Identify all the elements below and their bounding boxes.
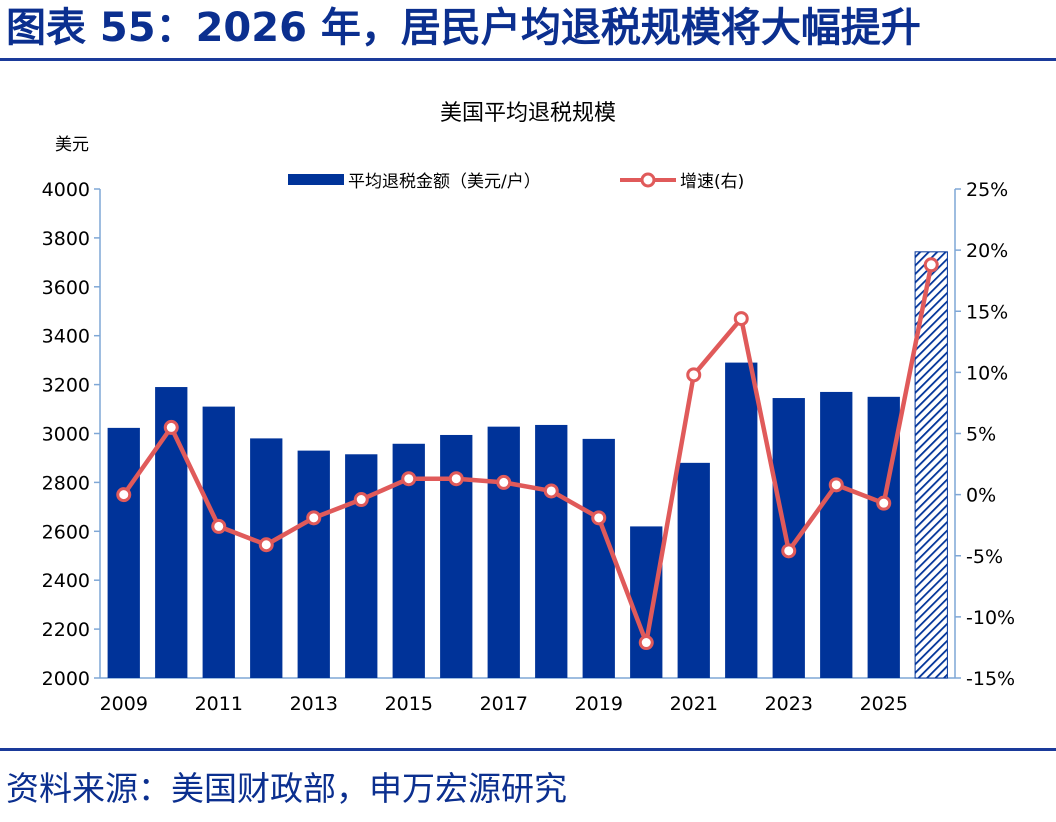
- left-axis-tick-label: 4000: [42, 179, 90, 201]
- bar: [345, 454, 378, 678]
- growth-point: [306, 510, 322, 526]
- footer-divider: [0, 748, 1056, 751]
- right-axis-tick-label: 15%: [966, 301, 1008, 323]
- left-axis-tick-label: 2000: [42, 668, 90, 690]
- x-axis-tick-label: 2009: [100, 693, 148, 715]
- legend-bar-swatch: [288, 174, 344, 185]
- title-divider: [0, 58, 1056, 61]
- left-axis-tick-label: 3000: [42, 424, 90, 446]
- bar: [677, 462, 710, 678]
- growth-point: [258, 537, 274, 553]
- x-axis-tick-label: 2021: [670, 693, 718, 715]
- left-axis-tick-label: 3400: [42, 326, 90, 348]
- bar: [725, 362, 758, 678]
- growth-point: [353, 492, 369, 508]
- bar: [202, 406, 235, 678]
- page-title: 图表 55：2026 年，居民户均退税规模将大幅提升: [6, 5, 921, 51]
- growth-point: [638, 635, 654, 651]
- x-axis-tick-label: 2019: [575, 693, 623, 715]
- chart-axes: [94, 188, 961, 679]
- growth-point: [591, 510, 607, 526]
- x-axis-tick-label: 2017: [480, 693, 528, 715]
- left-axis-tick-label: 3800: [42, 228, 90, 250]
- growth-point: [401, 471, 417, 487]
- chart-title: 美国平均退税规模: [440, 101, 616, 126]
- growth-point: [496, 474, 512, 490]
- growth-point: [116, 487, 132, 503]
- tick-labels: 2000 2200 2400 2600 2800 3000 3200 3400 3600 3800…: [42, 179, 1015, 715]
- x-axis-tick-label: 2023: [765, 693, 813, 715]
- right-axis-tick-label: 25%: [966, 179, 1008, 201]
- legend-bar-label: 平均退税金额（美元/户）: [348, 172, 541, 192]
- x-axis-tick-label: 2015: [385, 693, 433, 715]
- left-axis-unit: 美元: [55, 135, 89, 155]
- combo-chart: 美国平均退税规模 美元 平均退税金额（美元/户） 增速(右) 200022002…: [42, 101, 1015, 715]
- growth-point: [163, 419, 179, 435]
- right-axis-tick-label: 10%: [966, 362, 1008, 384]
- left-axis-tick-label: 2800: [42, 472, 90, 494]
- source-note: 资料来源：美国财政部，申万宏源研究: [6, 769, 567, 808]
- right-axis-tick-label: -15%: [966, 668, 1015, 690]
- bar-forecast: [914, 251, 948, 679]
- growth-point: [781, 543, 797, 559]
- bar-series: [107, 251, 948, 679]
- right-axis-tick-label: 20%: [966, 240, 1008, 262]
- growth-point: [733, 311, 749, 327]
- bar: [630, 526, 663, 678]
- bar: [155, 387, 188, 678]
- growth-point: [211, 518, 227, 534]
- bar: [582, 438, 615, 678]
- left-axis-tick-label: 2200: [42, 619, 90, 641]
- growth-point: [686, 367, 702, 383]
- growth-line-series: [116, 257, 939, 651]
- left-axis-tick-label: 2600: [42, 521, 90, 543]
- bar: [297, 450, 330, 678]
- x-axis-tick-label: 2013: [290, 693, 338, 715]
- chart-legend: 平均退税金额（美元/户） 增速(右): [288, 172, 744, 192]
- bar: [820, 391, 853, 678]
- growth-point: [828, 477, 844, 493]
- right-axis-tick-label: -10%: [966, 607, 1015, 629]
- bar: [250, 438, 283, 678]
- right-axis-tick-label: 0%: [966, 485, 996, 507]
- legend-line-marker: [640, 172, 656, 188]
- growth-point: [543, 483, 559, 499]
- growth-point: [876, 495, 892, 511]
- x-axis-tick-label: 2011: [195, 693, 243, 715]
- bar: [107, 427, 140, 678]
- left-axis-tick-label: 3600: [42, 277, 90, 299]
- bar: [535, 424, 568, 678]
- legend-line-label: 增速(右): [680, 172, 744, 192]
- right-axis-tick-label: -5%: [966, 546, 1003, 568]
- growth-point: [923, 257, 939, 273]
- left-axis-tick-label: 2400: [42, 570, 90, 592]
- x-axis-tick-label: 2025: [860, 693, 908, 715]
- growth-line: [121, 264, 934, 645]
- bar: [487, 426, 520, 678]
- left-axis-tick-label: 3200: [42, 375, 90, 397]
- right-axis-tick-label: 5%: [966, 424, 996, 446]
- growth-point: [448, 471, 464, 487]
